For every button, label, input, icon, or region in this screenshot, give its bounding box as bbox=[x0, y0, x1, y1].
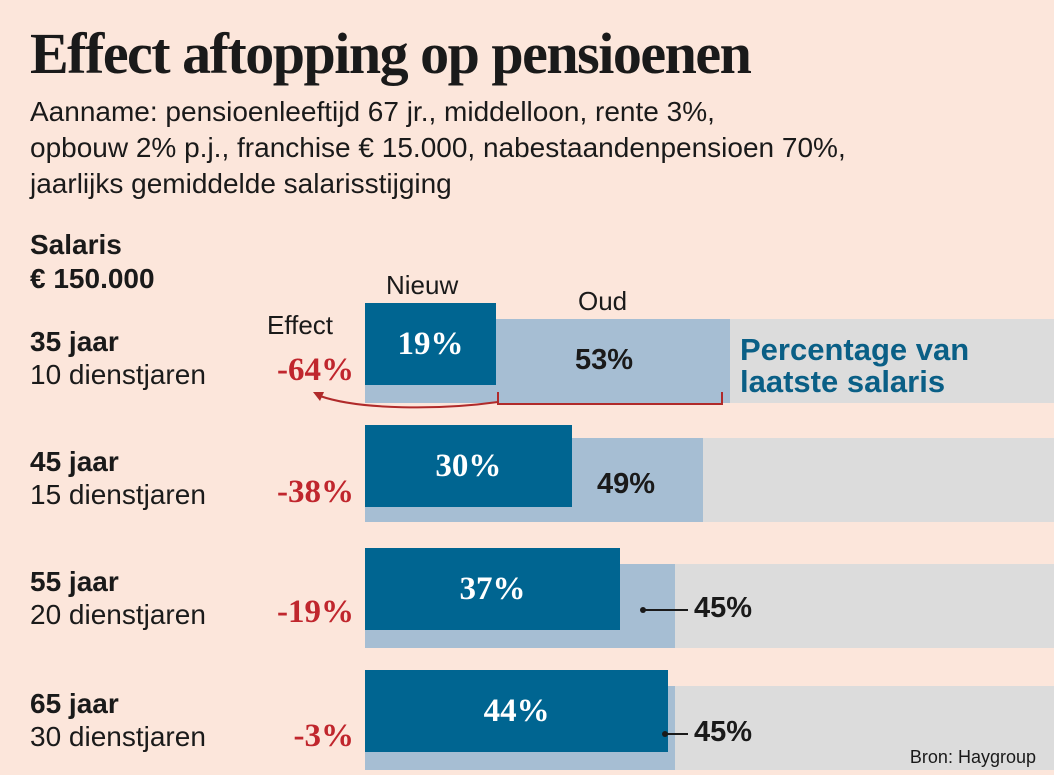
legend-nieuw: Nieuw bbox=[386, 270, 459, 300]
effect-value: -38% bbox=[277, 474, 354, 510]
effect-value: -3% bbox=[293, 718, 355, 754]
effect-value: -19% bbox=[277, 594, 354, 630]
legend-oud: Oud bbox=[578, 286, 628, 316]
chart-title: Effect aftopping op pensioenen bbox=[30, 21, 752, 86]
bar-oud-label: 45% bbox=[694, 716, 753, 748]
bar-nieuw: 30% bbox=[365, 425, 572, 507]
effect-arrow bbox=[319, 395, 499, 409]
bar-oud-label: 45% bbox=[694, 592, 753, 624]
source-note: Bron: Haygroup bbox=[909, 747, 1036, 767]
bar-nieuw: 19% bbox=[365, 303, 496, 385]
oud-bracket bbox=[497, 392, 723, 405]
row-age: 55 jaar bbox=[30, 566, 119, 597]
bar-oud-label: 53% bbox=[575, 344, 634, 376]
salary-header: Salaris € 150.000 bbox=[30, 228, 155, 296]
unit-label-line: laatste salaris bbox=[740, 364, 946, 399]
subtitle-line: opbouw 2% p.j., franchise € 15.000, nabe… bbox=[30, 132, 846, 163]
bar-oud-label: 49% bbox=[597, 468, 656, 500]
bar-nieuw: 37% bbox=[365, 548, 620, 630]
row-label: 65 jaar 30 dienstjaren bbox=[30, 688, 206, 754]
effect-value: -64% bbox=[277, 352, 354, 388]
row-service-years: 10 dienstjaren bbox=[30, 359, 206, 390]
row-label: 35 jaar 10 dienstjaren bbox=[30, 326, 206, 392]
chart-subtitle: Aanname: pensioenleeftijd 67 jr., middel… bbox=[30, 94, 1054, 202]
unit-label: Percentage van laatste salaris bbox=[740, 334, 969, 398]
arrow-head bbox=[313, 392, 324, 401]
row-age: 35 jaar bbox=[30, 326, 119, 357]
row-service-years: 15 dienstjaren bbox=[30, 479, 206, 510]
unit-label-line: Percentage van bbox=[740, 332, 970, 367]
row-service-years: 30 dienstjaren bbox=[30, 721, 206, 752]
subtitle-line: jaarlijks gemiddelde salarisstijging bbox=[30, 168, 452, 199]
row-age: 65 jaar bbox=[30, 688, 119, 719]
row-label: 45 jaar 15 dienstjaren bbox=[30, 446, 206, 512]
row-service-years: 20 dienstjaren bbox=[30, 599, 206, 630]
salary-label: Salaris bbox=[30, 229, 122, 260]
effect-column-label: Effect bbox=[267, 310, 334, 340]
bar-nieuw: 44% bbox=[365, 670, 669, 752]
row-label: 55 jaar 20 dienstjaren bbox=[30, 566, 206, 632]
subtitle-line: Aanname: pensioenleeftijd 67 jr., middel… bbox=[30, 96, 715, 127]
salary-value: € 150.000 bbox=[30, 263, 155, 294]
row-age: 45 jaar bbox=[30, 446, 119, 477]
